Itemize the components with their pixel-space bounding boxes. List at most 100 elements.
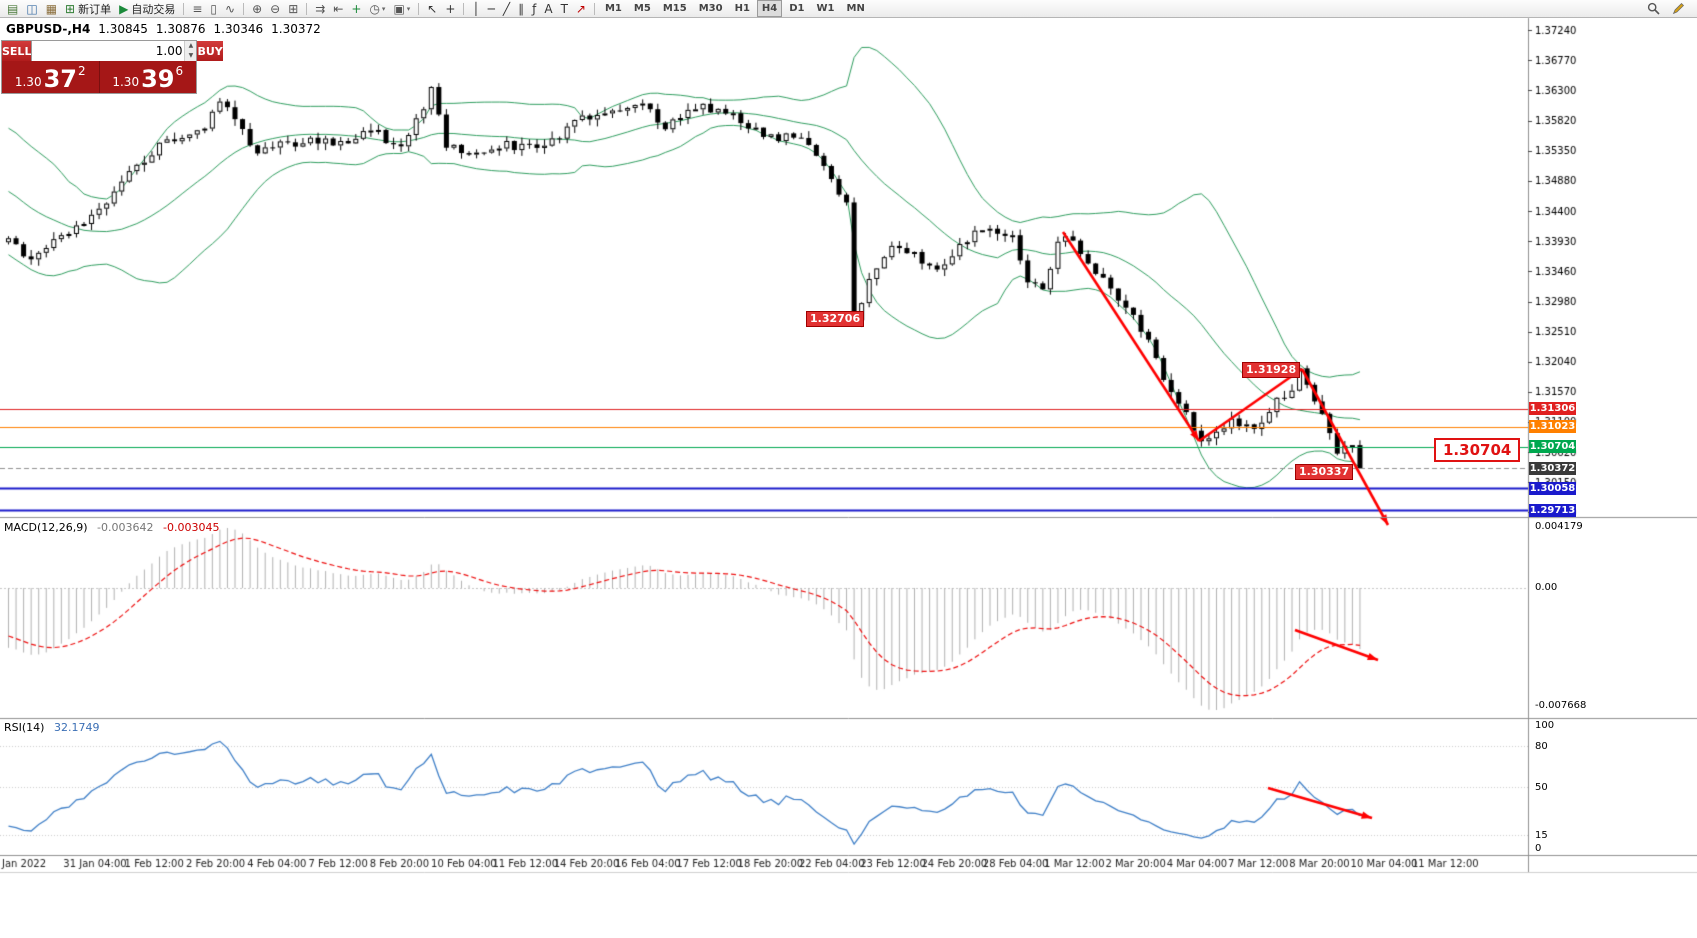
open-value: 1.30845 bbox=[98, 22, 148, 36]
toolbar-separator bbox=[418, 2, 420, 15]
glyph: + bbox=[445, 1, 456, 16]
high-value: 1.30876 bbox=[155, 22, 206, 36]
line-chart-type-icon[interactable]: ∿ bbox=[221, 0, 239, 18]
trendline-icon[interactable]: ╱ bbox=[499, 0, 514, 18]
label-icon[interactable]: T bbox=[557, 0, 572, 18]
zoom-out-icon[interactable]: ⊖ bbox=[266, 0, 284, 18]
arrows-icon[interactable]: ↗ bbox=[572, 0, 590, 18]
buy-button[interactable]: BUY bbox=[197, 41, 223, 61]
glyph: ▤ bbox=[7, 1, 19, 16]
macd-scale-max: 0.004179 bbox=[1535, 521, 1583, 532]
toolbar: ▤ ◫ ▦ ⊞ 新订单 ▶ 自动交易 ≡ ▯ ∿ ⊕ ⊖ ⊞ ⇉ ⇤ + ◷ ▾ ▣ ▾ ↖ + │ ─ ╱ ∥ ƒ A T ↗ M1 M5 M… bbox=[0, 0, 1697, 18]
timeframe-w1-button[interactable]: W1 bbox=[816, 3, 835, 14]
timeframe-m5-button[interactable]: M5 bbox=[633, 3, 651, 14]
text-icon[interactable]: A bbox=[540, 0, 556, 18]
sell-price-display[interactable]: 1.30 37 2 bbox=[2, 61, 99, 93]
sell-button[interactable]: SELL bbox=[2, 41, 32, 61]
sell-price-sup: 2 bbox=[77, 64, 86, 78]
macd-signal-value: -0.003045 bbox=[163, 521, 220, 534]
close-value: 1.30372 bbox=[271, 22, 321, 36]
new-order-button[interactable]: ⊞ 新订单 bbox=[61, 0, 115, 18]
zoom-in-icon[interactable]: ⊕ bbox=[248, 0, 266, 18]
button-label: 自动交易 bbox=[131, 2, 176, 16]
chart-title: GBPUSD-,H4 1.30845 1.30876 1.30346 1.303… bbox=[6, 22, 321, 36]
channel-icon[interactable]: ∥ bbox=[514, 0, 528, 18]
chart-shift-icon[interactable]: ⇤ bbox=[329, 0, 347, 18]
glyph: ⊕ bbox=[252, 1, 263, 16]
glyph: + bbox=[351, 1, 362, 16]
auto-scroll-icon[interactable]: ⇉ bbox=[311, 0, 329, 18]
auto-trading-button[interactable]: ▶ 自动交易 bbox=[115, 0, 179, 18]
cursor-icon[interactable]: ↖ bbox=[423, 0, 441, 18]
price-scale-box: 1.31306 bbox=[1529, 402, 1576, 416]
glyph: ▦ bbox=[45, 1, 58, 16]
glyph: │ bbox=[472, 1, 480, 16]
sell-price-base: 1.30 bbox=[14, 75, 42, 89]
macd-label-name: MACD(12,26,9) bbox=[4, 521, 88, 534]
glyph: ≡ bbox=[192, 1, 203, 16]
macd-indicator-label: MACD(12,26,9) -0.003642 -0.003045 bbox=[4, 521, 219, 534]
buy-price-big: 39 bbox=[141, 65, 175, 93]
toolbar-separator bbox=[306, 2, 308, 15]
price-annotation[interactable]: 1.30704 bbox=[1434, 438, 1521, 462]
volume-up-button[interactable]: ▲ bbox=[184, 41, 197, 51]
timeframe-m30-button[interactable]: M30 bbox=[698, 3, 723, 14]
price-scale-box: 1.29713 bbox=[1529, 503, 1576, 517]
indicators-icon[interactable]: + bbox=[347, 0, 365, 18]
volume-down-button[interactable]: ▼ bbox=[184, 51, 197, 61]
periods-icon[interactable]: ◷ ▾ bbox=[365, 0, 389, 18]
low-value: 1.30346 bbox=[213, 22, 264, 36]
rsi-scale-value: 100 bbox=[1535, 720, 1555, 731]
one-click-trading-panel: SELL ▲ ▼ BUY 1.30 37 2 1.30 39 6 bbox=[1, 40, 223, 94]
price-annotation[interactable]: 1.30337 bbox=[1295, 464, 1354, 480]
rsi-scale-value: 0 bbox=[1535, 843, 1542, 854]
timeframe-h1-button[interactable]: H1 bbox=[734, 3, 750, 14]
tile-windows-icon[interactable]: ⊞ bbox=[284, 0, 302, 18]
rsi-label-name: RSI(14) bbox=[4, 721, 45, 734]
profiles-icon[interactable]: ▦ bbox=[42, 0, 61, 18]
timeframe-mn-button[interactable]: MN bbox=[846, 3, 865, 14]
bar-chart-type-icon[interactable]: ≡ bbox=[188, 0, 206, 18]
glyph: ⊞ bbox=[288, 1, 299, 16]
fibonacci-icon[interactable]: ƒ bbox=[528, 0, 540, 18]
volume-input[interactable] bbox=[32, 41, 185, 61]
vertical-line-icon[interactable]: │ bbox=[468, 0, 483, 18]
glyph: ↗ bbox=[575, 1, 586, 16]
templates-icon[interactable]: ▣ ▾ bbox=[389, 0, 414, 18]
horizontal-line-icon[interactable]: ─ bbox=[484, 0, 499, 18]
timeframe-m1-button[interactable]: M1 bbox=[604, 3, 622, 14]
macd-scale-min: -0.007668 bbox=[1535, 700, 1587, 711]
timeframe-d1-button[interactable]: D1 bbox=[789, 3, 805, 14]
rsi-scale-value: 15 bbox=[1535, 829, 1548, 841]
glyph: ▣ bbox=[393, 1, 405, 16]
price-annotation[interactable]: 1.31928 bbox=[1242, 362, 1301, 378]
timeframe-m15-button[interactable]: M15 bbox=[662, 3, 687, 14]
symbol-period: GBPUSD-,H4 bbox=[6, 22, 91, 36]
rsi-scale-value: 80 bbox=[1535, 741, 1548, 753]
new-order-icon[interactable]: ▤ bbox=[3, 0, 22, 18]
rsi-indicator-label: RSI(14) 32.1749 bbox=[4, 721, 99, 734]
glyph: ◫ bbox=[26, 1, 38, 16]
buy-price-display[interactable]: 1.30 39 6 bbox=[99, 61, 196, 93]
price-scale-box: 1.30058 bbox=[1529, 481, 1576, 495]
glyph: ⇤ bbox=[333, 1, 344, 16]
search-icon[interactable] bbox=[1643, 0, 1664, 18]
glyph: ─ bbox=[487, 1, 495, 16]
rsi-scale-value: 50 bbox=[1535, 782, 1548, 793]
volume-field: ▲ ▼ bbox=[31, 41, 198, 61]
glyph: ⊖ bbox=[270, 1, 281, 16]
pencil-icon[interactable] bbox=[1668, 0, 1689, 18]
glyph: ∥ bbox=[518, 1, 525, 16]
candle-chart-type-icon[interactable]: ▯ bbox=[206, 0, 221, 18]
trade-panel-prices: 1.30 37 2 1.30 39 6 bbox=[2, 61, 196, 93]
dropdown-caret: ▾ bbox=[381, 4, 386, 13]
price-annotation[interactable]: 1.32706 bbox=[806, 311, 865, 327]
buy-price-base: 1.30 bbox=[112, 75, 140, 89]
glyph: ◷ bbox=[369, 1, 380, 16]
price-scale-box: 1.30704 bbox=[1529, 440, 1576, 454]
chart-window-icon[interactable]: ◫ bbox=[22, 0, 41, 18]
timeframe-h4-button[interactable]: H4 bbox=[756, 0, 783, 17]
crosshair-icon[interactable]: + bbox=[441, 0, 459, 18]
